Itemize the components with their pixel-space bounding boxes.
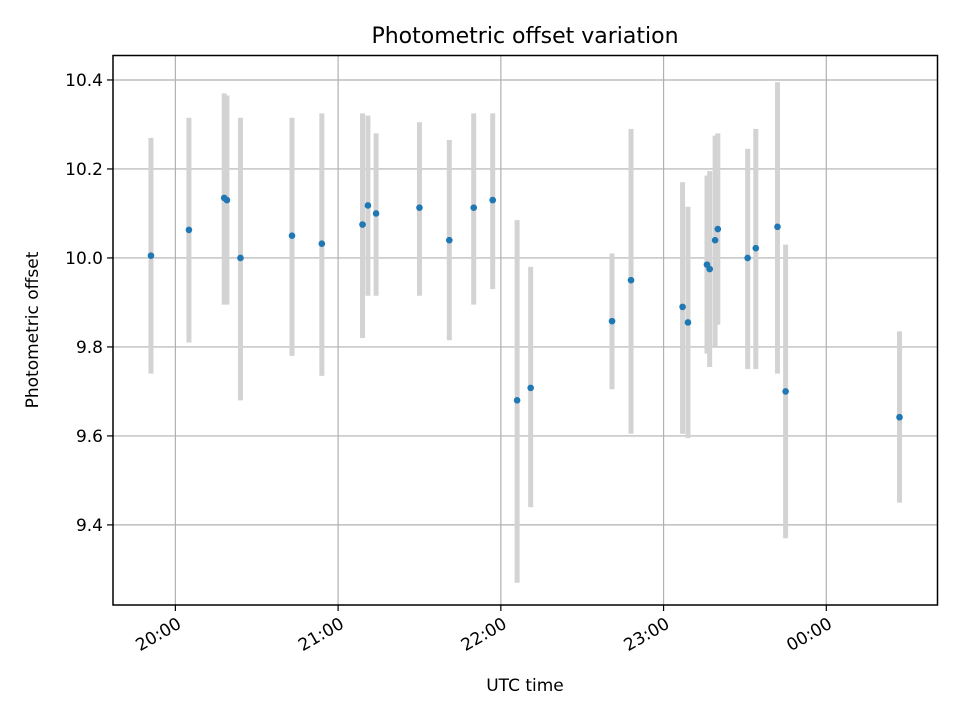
data-point	[684, 319, 692, 326]
data-point	[489, 196, 497, 204]
chart-title: Photometric offset variation	[371, 24, 678, 49]
data-points	[147, 194, 903, 421]
data-point	[608, 317, 616, 325]
data-point	[237, 254, 244, 262]
data-point	[527, 384, 534, 392]
data-point	[446, 236, 453, 244]
data-point	[372, 210, 380, 217]
data-point	[714, 225, 722, 233]
data-point	[364, 202, 372, 209]
data-point	[706, 265, 713, 273]
data-point	[470, 204, 478, 211]
y-tick-label: 9.4	[76, 516, 103, 536]
plot-frame	[112, 54, 939, 606]
grid-lines	[113, 55, 938, 605]
data-point	[318, 240, 326, 248]
x-axis-label: UTC time	[486, 676, 564, 696]
data-point	[416, 204, 423, 211]
y-tick-label: 10.0	[65, 249, 103, 269]
data-point	[896, 413, 903, 421]
data-point	[288, 232, 296, 240]
data-point	[627, 276, 635, 284]
y-tick-label: 10.2	[65, 160, 103, 180]
y-tick-label: 9.6	[76, 427, 103, 447]
data-point	[679, 303, 686, 311]
data-point	[744, 254, 751, 262]
data-point	[359, 221, 366, 228]
data-point	[223, 196, 231, 204]
y-axis-label: Photometric offset	[23, 251, 43, 408]
data-point	[774, 223, 781, 231]
y-tick-label: 10.4	[65, 71, 103, 91]
data-point	[752, 244, 760, 252]
data-point	[711, 236, 719, 244]
data-point	[147, 252, 155, 260]
data-point	[782, 388, 789, 395]
data-point	[185, 226, 193, 234]
data-point	[513, 397, 521, 404]
y-tick-label: 9.8	[76, 338, 103, 358]
